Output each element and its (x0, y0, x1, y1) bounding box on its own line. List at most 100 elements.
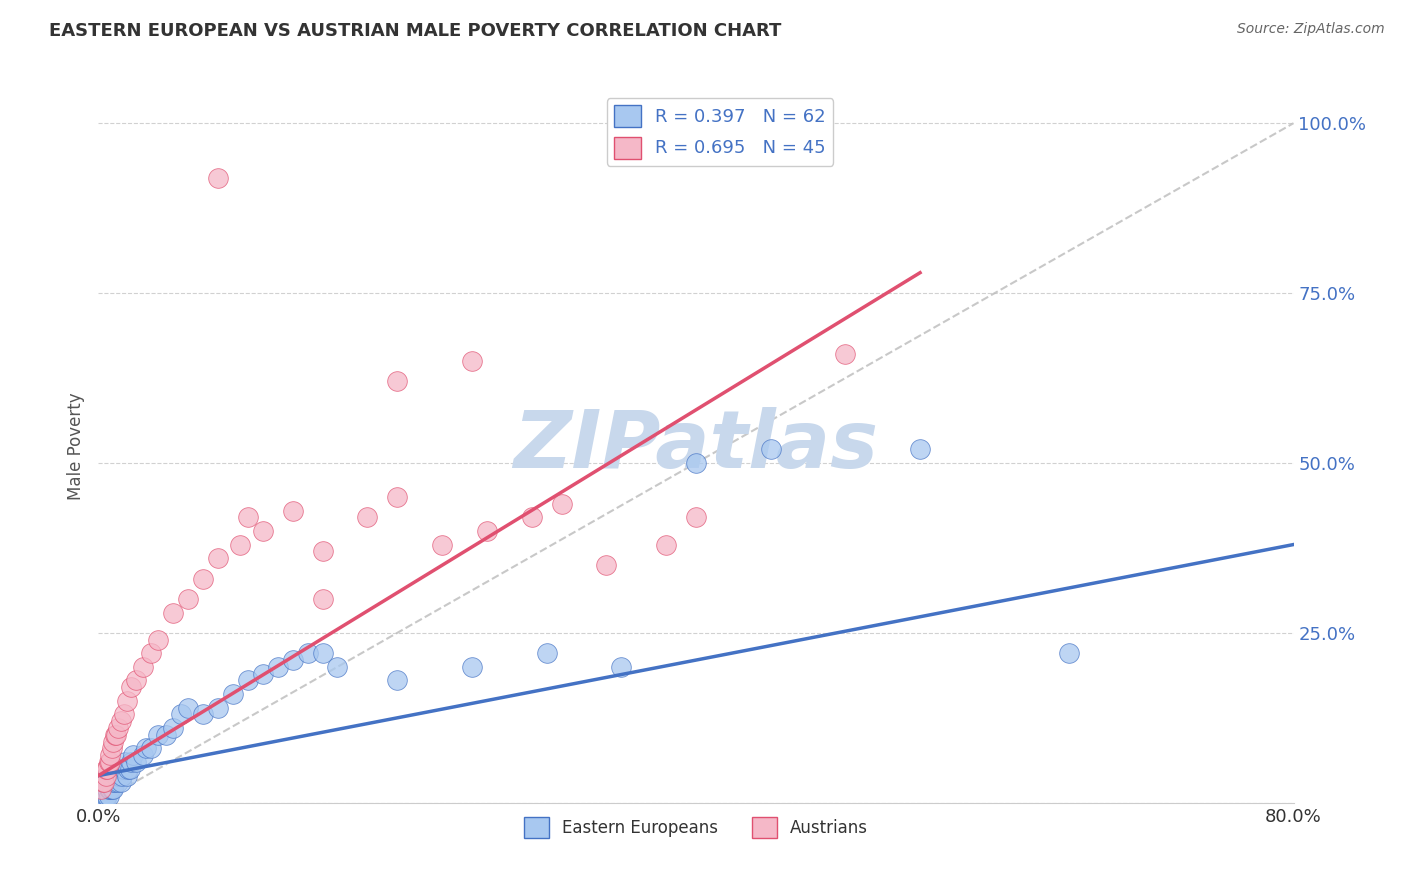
Point (96, 782, 118, 797)
Point (110, 714, 132, 729)
Point (655, 537, 678, 551)
Point (103, 775, 125, 789)
Point (461, 660, 484, 674)
Point (98, 775, 122, 789)
Text: Source: ZipAtlas.com: Source: ZipAtlas.com (1237, 22, 1385, 37)
Point (135, 741, 157, 756)
Point (132, 660, 155, 674)
Point (252, 666, 274, 681)
Point (236, 673, 259, 688)
Point (207, 700, 229, 714)
Point (120, 680, 142, 694)
Y-axis label: Male Poverty: Male Poverty (66, 392, 84, 500)
Point (108, 769, 131, 783)
Point (139, 646, 162, 660)
Point (685, 456, 707, 470)
Point (97, 775, 120, 789)
Point (98, 782, 122, 797)
Point (112, 762, 135, 776)
Point (97, 789, 120, 803)
Point (105, 728, 128, 742)
Point (112, 707, 135, 722)
Point (98, 755, 122, 769)
Point (311, 646, 333, 660)
Point (103, 782, 125, 797)
Point (1059, 646, 1081, 660)
Point (101, 782, 124, 797)
Point (595, 558, 617, 572)
Point (101, 741, 124, 756)
Point (267, 660, 290, 674)
Point (97, 755, 120, 769)
Point (118, 762, 141, 776)
Point (91, 775, 114, 789)
Point (96, 762, 118, 776)
Point (121, 748, 143, 763)
Point (96, 775, 118, 789)
Point (125, 673, 148, 688)
Point (117, 762, 139, 776)
Point (155, 728, 177, 742)
Point (311, 544, 333, 558)
Point (162, 606, 184, 620)
Point (385, 673, 409, 688)
Point (536, 646, 558, 660)
Point (461, 354, 484, 368)
Point (93, 775, 115, 789)
Point (311, 591, 333, 606)
Point (148, 632, 170, 647)
Text: EASTERN EUROPEAN VS AUSTRIAN MALE POVERTY CORRELATION CHART: EASTERN EUROPEAN VS AUSTRIAN MALE POVERT… (49, 22, 782, 40)
Point (101, 769, 124, 783)
Point (475, 524, 498, 538)
Point (430, 537, 453, 551)
Point (91, 782, 114, 797)
Point (191, 707, 214, 722)
Point (908, 442, 931, 457)
Point (281, 653, 304, 667)
Point (385, 490, 409, 504)
Point (356, 510, 378, 524)
Point (297, 646, 319, 660)
Point (177, 591, 200, 606)
Point (125, 755, 148, 769)
Point (90, 782, 112, 797)
Point (93, 782, 115, 797)
Point (222, 687, 245, 701)
Point (110, 775, 132, 789)
Point (94, 789, 117, 803)
Point (90, 789, 112, 803)
Point (759, 442, 782, 457)
Point (162, 721, 184, 735)
Point (104, 728, 127, 742)
Point (103, 734, 125, 748)
Point (169, 707, 191, 722)
Point (94, 762, 117, 776)
Point (107, 775, 129, 789)
Point (550, 497, 572, 511)
Point (104, 775, 127, 789)
Point (148, 728, 170, 742)
Point (115, 769, 138, 783)
Point (96, 789, 118, 803)
Point (94, 775, 117, 789)
Text: ZIPatlas: ZIPatlas (513, 407, 879, 485)
Point (229, 537, 252, 551)
Point (94, 769, 117, 783)
Point (98, 748, 122, 763)
Point (207, 551, 229, 566)
Point (385, 375, 409, 389)
Point (111, 769, 134, 783)
Point (207, 170, 229, 185)
Point (685, 510, 707, 524)
Point (326, 660, 349, 674)
Point (281, 503, 304, 517)
Point (610, 660, 633, 674)
Point (97, 782, 120, 797)
Point (105, 769, 128, 783)
Point (114, 755, 136, 769)
Point (236, 510, 259, 524)
Point (191, 572, 214, 586)
Point (132, 748, 155, 763)
Point (107, 762, 129, 776)
Point (139, 741, 162, 756)
